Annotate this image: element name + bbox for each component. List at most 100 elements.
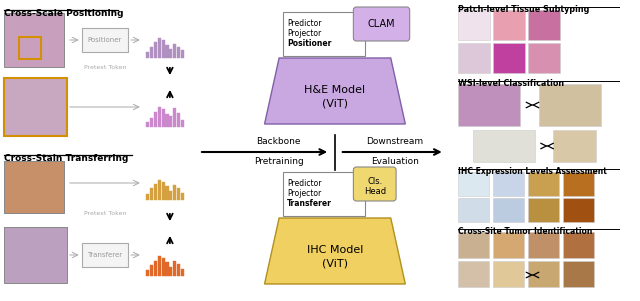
Text: Transferer: Transferer [87, 252, 122, 258]
Bar [165, 45, 168, 58]
Bar [528, 261, 559, 287]
Bar [177, 47, 180, 58]
Bar [154, 112, 157, 127]
Bar [161, 258, 164, 276]
Bar [563, 232, 594, 258]
Bar [181, 50, 184, 58]
Bar [181, 269, 184, 276]
Text: Downstream: Downstream [367, 137, 424, 146]
Bar [539, 84, 601, 126]
Text: Pretext Token: Pretext Token [84, 211, 126, 216]
Bar [173, 185, 176, 200]
Bar [493, 232, 524, 258]
Text: Pretext Token: Pretext Token [84, 65, 126, 70]
Text: (ViT): (ViT) [322, 99, 348, 109]
Bar [150, 188, 153, 200]
Text: Evaluation: Evaluation [371, 157, 419, 166]
Bar [150, 265, 153, 276]
Bar [458, 232, 490, 258]
FancyBboxPatch shape [353, 7, 410, 41]
FancyBboxPatch shape [353, 167, 396, 201]
Text: Cross-Scale Positioning: Cross-Scale Positioning [4, 9, 124, 18]
Bar [177, 188, 180, 200]
Bar [177, 264, 180, 276]
Text: Pretraining: Pretraining [253, 157, 303, 166]
Bar [181, 193, 184, 200]
Bar [528, 10, 560, 40]
Bar [157, 38, 161, 58]
Bar [181, 120, 184, 127]
Bar [528, 43, 560, 73]
Bar [4, 227, 67, 283]
Text: IHC Model: IHC Model [307, 245, 363, 255]
Bar [150, 47, 153, 58]
Text: Positioner: Positioner [88, 37, 122, 43]
Bar [154, 184, 157, 200]
Bar [493, 10, 525, 40]
Bar [4, 78, 67, 136]
Bar [161, 109, 164, 127]
Bar [458, 172, 490, 196]
Bar [170, 191, 172, 200]
Bar [284, 12, 365, 56]
Bar [4, 161, 64, 213]
Text: Head: Head [364, 187, 386, 196]
Text: Positioner: Positioner [287, 39, 332, 48]
Bar [554, 130, 596, 162]
Bar [146, 270, 149, 276]
Bar [161, 182, 164, 200]
Bar [146, 52, 149, 58]
Bar [493, 261, 524, 287]
Bar [146, 122, 149, 127]
Bar [284, 172, 365, 216]
Bar [4, 13, 64, 67]
Text: Transferer: Transferer [287, 200, 332, 209]
Bar [458, 10, 490, 40]
Bar [157, 256, 161, 276]
Bar [173, 108, 176, 127]
Bar [528, 172, 559, 196]
Bar [161, 40, 164, 58]
Bar [165, 186, 168, 200]
Bar [170, 267, 172, 276]
Bar [81, 243, 128, 267]
Text: Projector: Projector [287, 29, 322, 39]
Bar [19, 37, 41, 59]
Text: Cross-Stain Transferring: Cross-Stain Transferring [4, 154, 128, 163]
Bar [493, 43, 525, 73]
Bar [173, 261, 176, 276]
Bar [146, 194, 149, 200]
Text: Patch-level Tissue Subtyping: Patch-level Tissue Subtyping [458, 5, 589, 14]
Text: Backbone: Backbone [257, 137, 301, 146]
Bar [563, 172, 594, 196]
Text: WSI-level Classification: WSI-level Classification [458, 79, 564, 88]
Bar [170, 116, 172, 127]
Bar [528, 232, 559, 258]
Bar [458, 261, 490, 287]
Text: Cls.: Cls. [367, 176, 382, 185]
Polygon shape [264, 218, 405, 284]
Bar [170, 49, 172, 58]
Text: Predictor: Predictor [287, 179, 322, 188]
Bar [563, 198, 594, 222]
Bar [157, 180, 161, 200]
Bar [157, 107, 161, 127]
Bar [150, 118, 153, 127]
Bar [81, 28, 128, 52]
Bar [177, 113, 180, 127]
Bar [458, 84, 520, 126]
Bar [154, 261, 157, 276]
Text: H&E Model: H&E Model [305, 85, 365, 95]
Bar [173, 44, 176, 58]
Text: IHC Expression Levels Assessment: IHC Expression Levels Assessment [458, 167, 607, 176]
Bar [563, 261, 594, 287]
Text: (ViT): (ViT) [322, 259, 348, 269]
Bar [458, 43, 490, 73]
Bar [493, 198, 524, 222]
Bar [458, 198, 490, 222]
Text: Cross-Site Tumor Identification: Cross-Site Tumor Identification [458, 227, 593, 236]
Bar [154, 42, 157, 58]
Bar [528, 198, 559, 222]
Bar [165, 262, 168, 276]
Bar [165, 114, 168, 127]
